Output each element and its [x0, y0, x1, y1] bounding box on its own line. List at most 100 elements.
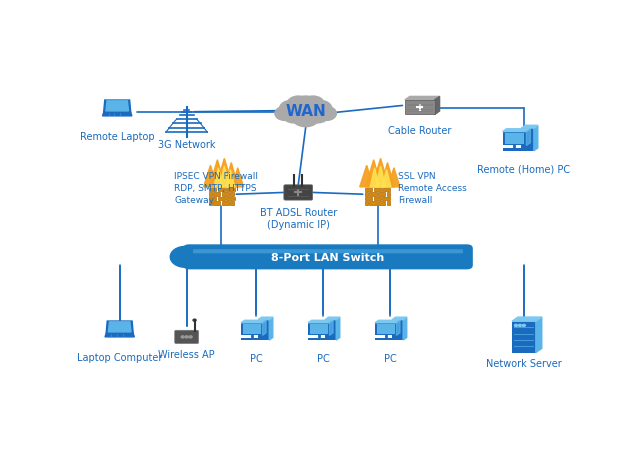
Polygon shape	[392, 318, 406, 320]
FancyBboxPatch shape	[243, 324, 260, 334]
FancyBboxPatch shape	[284, 185, 312, 201]
Polygon shape	[534, 126, 538, 152]
FancyBboxPatch shape	[377, 324, 395, 334]
Polygon shape	[226, 170, 235, 188]
FancyBboxPatch shape	[378, 193, 385, 196]
Polygon shape	[204, 166, 218, 188]
Text: Laptop Computer: Laptop Computer	[77, 352, 163, 362]
FancyBboxPatch shape	[504, 133, 524, 145]
Polygon shape	[382, 170, 391, 188]
Polygon shape	[330, 321, 333, 336]
FancyBboxPatch shape	[512, 322, 536, 353]
Circle shape	[518, 325, 522, 327]
FancyBboxPatch shape	[226, 197, 233, 201]
Text: PC: PC	[317, 353, 330, 363]
FancyBboxPatch shape	[522, 129, 534, 152]
Polygon shape	[375, 321, 400, 323]
Polygon shape	[360, 166, 374, 188]
FancyBboxPatch shape	[222, 193, 229, 196]
Polygon shape	[336, 318, 340, 340]
FancyBboxPatch shape	[365, 202, 368, 205]
FancyBboxPatch shape	[209, 197, 216, 201]
Polygon shape	[435, 97, 440, 115]
Circle shape	[275, 107, 295, 121]
FancyBboxPatch shape	[378, 202, 385, 205]
FancyBboxPatch shape	[209, 202, 212, 205]
FancyBboxPatch shape	[222, 202, 229, 205]
Polygon shape	[325, 318, 340, 320]
Circle shape	[317, 107, 337, 121]
Circle shape	[308, 110, 328, 124]
FancyBboxPatch shape	[369, 193, 376, 196]
Polygon shape	[370, 168, 379, 188]
Circle shape	[185, 336, 188, 338]
FancyBboxPatch shape	[405, 101, 435, 115]
Circle shape	[522, 325, 525, 327]
FancyBboxPatch shape	[387, 193, 390, 196]
Circle shape	[287, 97, 309, 112]
Polygon shape	[241, 321, 266, 323]
Polygon shape	[536, 318, 542, 353]
FancyBboxPatch shape	[241, 338, 260, 341]
FancyBboxPatch shape	[258, 320, 269, 340]
FancyBboxPatch shape	[175, 331, 198, 344]
Text: IPSEC VPN Firewall
RDP, SMTP, HTTPS
Gateway: IPSEC VPN Firewall RDP, SMTP, HTTPS Gate…	[174, 171, 259, 204]
Circle shape	[302, 97, 324, 112]
FancyBboxPatch shape	[369, 202, 376, 205]
Circle shape	[170, 247, 200, 268]
Polygon shape	[405, 97, 440, 101]
FancyBboxPatch shape	[382, 197, 390, 201]
Text: Wireless AP: Wireless AP	[158, 349, 215, 359]
FancyBboxPatch shape	[193, 250, 463, 254]
FancyBboxPatch shape	[310, 324, 328, 334]
FancyBboxPatch shape	[392, 320, 403, 340]
Polygon shape	[522, 126, 538, 129]
Polygon shape	[365, 161, 381, 188]
FancyBboxPatch shape	[230, 193, 234, 196]
Polygon shape	[269, 318, 273, 340]
FancyBboxPatch shape	[365, 193, 368, 196]
Polygon shape	[502, 129, 531, 132]
Circle shape	[193, 319, 196, 322]
Polygon shape	[381, 163, 394, 188]
Polygon shape	[102, 113, 132, 117]
FancyBboxPatch shape	[213, 193, 220, 196]
Polygon shape	[262, 321, 266, 336]
Polygon shape	[403, 318, 406, 340]
FancyBboxPatch shape	[502, 149, 524, 152]
Circle shape	[307, 101, 332, 118]
Polygon shape	[106, 101, 129, 112]
Polygon shape	[512, 318, 542, 322]
Polygon shape	[105, 334, 134, 337]
Polygon shape	[108, 322, 131, 332]
Text: Cable Router: Cable Router	[388, 126, 451, 136]
Polygon shape	[372, 159, 389, 188]
Circle shape	[181, 336, 184, 338]
Text: BT ADSL Router
(Dynamic IP): BT ADSL Router (Dynamic IP)	[260, 207, 337, 230]
Polygon shape	[258, 318, 273, 320]
Text: WAN: WAN	[285, 104, 326, 119]
FancyBboxPatch shape	[183, 245, 473, 270]
Polygon shape	[225, 163, 238, 188]
Polygon shape	[232, 168, 244, 188]
FancyBboxPatch shape	[218, 197, 225, 201]
FancyBboxPatch shape	[209, 188, 216, 192]
Text: Network Server: Network Server	[486, 358, 562, 368]
Circle shape	[284, 110, 303, 124]
FancyBboxPatch shape	[365, 197, 372, 201]
FancyBboxPatch shape	[230, 202, 234, 205]
Circle shape	[515, 325, 518, 327]
FancyBboxPatch shape	[308, 323, 330, 336]
FancyBboxPatch shape	[365, 188, 372, 192]
FancyBboxPatch shape	[226, 188, 233, 192]
Polygon shape	[527, 129, 531, 146]
Text: Remote (Home) PC: Remote (Home) PC	[477, 165, 570, 175]
Polygon shape	[104, 101, 131, 113]
Circle shape	[280, 101, 304, 118]
Polygon shape	[396, 321, 400, 336]
FancyBboxPatch shape	[387, 202, 390, 205]
Polygon shape	[209, 161, 225, 188]
Polygon shape	[376, 166, 385, 188]
Text: Remote Laptop: Remote Laptop	[80, 131, 154, 141]
Polygon shape	[214, 168, 223, 188]
